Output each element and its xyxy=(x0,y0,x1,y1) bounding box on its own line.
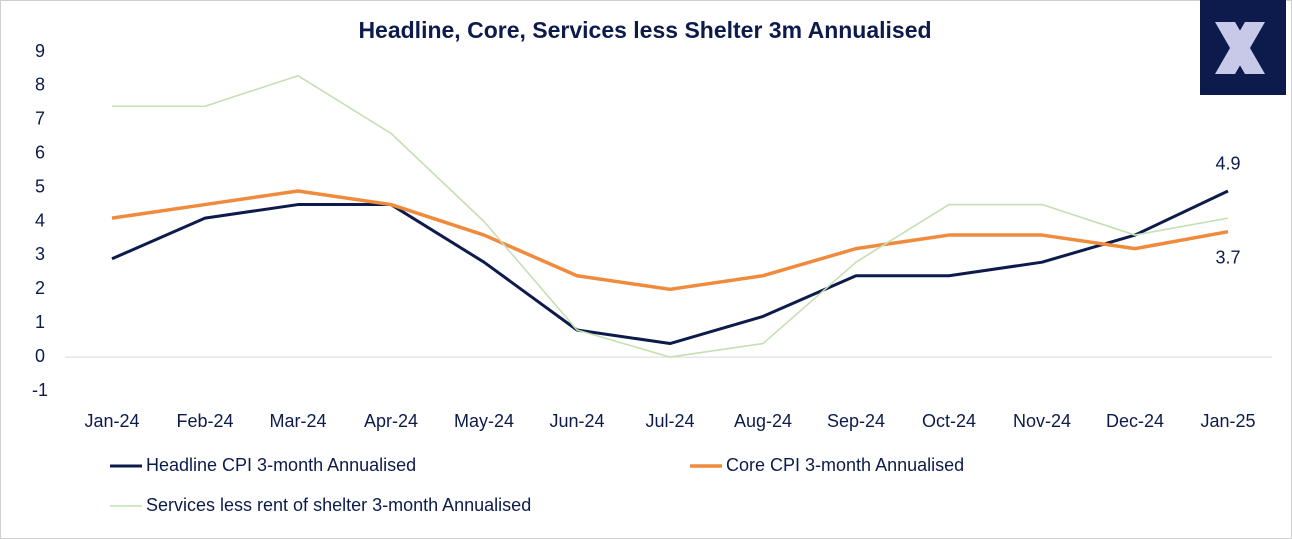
x-tick-label: Aug-24 xyxy=(734,411,792,431)
x-tick-label: Jan-25 xyxy=(1200,411,1255,431)
y-tick-label: 1 xyxy=(35,312,45,332)
y-tick-label: 3 xyxy=(35,244,45,264)
x-tick-label: Mar-24 xyxy=(269,411,326,431)
y-tick-label: 7 xyxy=(35,109,45,129)
legend-label: Core CPI 3-month Annualised xyxy=(726,455,964,475)
y-tick-label: 4 xyxy=(35,210,45,230)
x-tick-label: Apr-24 xyxy=(364,411,418,431)
y-tick-label: 9 xyxy=(35,41,45,61)
series-line xyxy=(111,189,1229,292)
x-tick-label: Oct-24 xyxy=(922,411,976,431)
series-line xyxy=(112,74,1229,358)
chart-title: Headline, Core, Services less Shelter 3m… xyxy=(358,17,931,43)
legend-label: Headline CPI 3-month Annualised xyxy=(146,455,416,475)
x-tick-label: Jan-24 xyxy=(84,411,139,431)
y-tick-label: 6 xyxy=(35,142,45,162)
y-tick-label: 0 xyxy=(35,346,45,366)
data-label: 3.7 xyxy=(1215,247,1240,267)
legend-label: Services less rent of shelter 3-month An… xyxy=(146,495,531,515)
x-tick-label: Feb-24 xyxy=(176,411,233,431)
y-tick-label: 8 xyxy=(35,75,45,95)
data-label: 4.9 xyxy=(1215,154,1240,174)
x-tick-label: Jul-24 xyxy=(645,411,694,431)
x-tick-label: Dec-24 xyxy=(1106,411,1164,431)
x-tick-label: May-24 xyxy=(454,411,514,431)
y-tick-label: 2 xyxy=(35,278,45,298)
x-tick-label: Sep-24 xyxy=(827,411,885,431)
logo xyxy=(1200,0,1286,95)
y-tick-label: 5 xyxy=(35,176,45,196)
series-line xyxy=(111,189,1229,346)
y-tick-label: -1 xyxy=(32,380,48,400)
x-tick-label: Jun-24 xyxy=(549,411,604,431)
x-tick-label: Nov-24 xyxy=(1013,411,1071,431)
